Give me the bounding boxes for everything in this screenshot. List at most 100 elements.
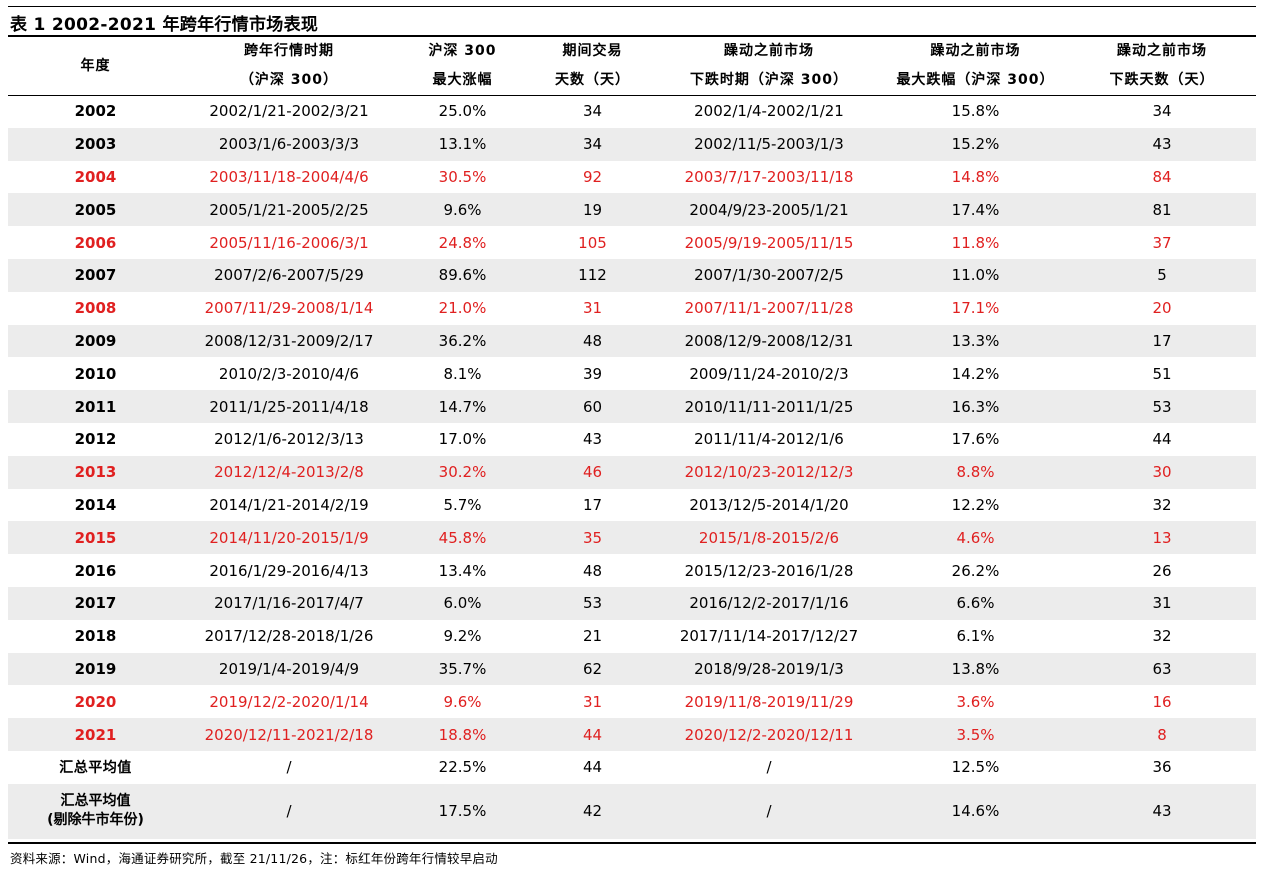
header-max-drop-line2: 最大跌幅（沪深 300）	[896, 72, 1055, 88]
cell-period: 2003/11/18-2004/4/6	[209, 167, 369, 186]
header-max-gain: 沪深 300 最大涨幅	[395, 37, 530, 95]
cell-drop-days: 51	[1152, 364, 1172, 383]
cell-period: 2011/1/25-2011/4/18	[183, 390, 395, 423]
table-row: 2021 2020/12/11-2021/2/18 18.8% 44 2020/…	[8, 718, 1256, 751]
cell-max-drop: 4.6%	[883, 521, 1068, 555]
cell-pre-drop-period: 2011/11/4-2012/1/6	[694, 430, 844, 449]
cell-pre-drop-period: 2017/11/14-2017/12/27	[679, 627, 859, 646]
cell-period: 2012/12/4-2013/2/8	[183, 455, 395, 489]
cell-max-gain: 30.5%	[438, 167, 487, 186]
header-year: 年度	[8, 37, 183, 95]
cell-pre-drop-period: 2007/1/30-2007/2/5	[655, 258, 883, 292]
cell-pre-drop-period: 2002/1/4-2002/1/21	[694, 102, 844, 121]
cell-drop-days: 36	[1152, 758, 1172, 777]
cell-drop-days: 44	[1152, 430, 1172, 449]
table-row: 2018 2017/12/28-2018/1/26 9.2% 21 2017/1…	[8, 620, 1256, 653]
cell-max-gain: 89.6%	[395, 258, 530, 292]
cell-max-drop: 26.2%	[951, 561, 1000, 580]
cell-trading-days: 105	[578, 233, 607, 252]
cell-drop-days: 63	[1068, 652, 1256, 686]
cell-period: 2014/11/20-2015/1/9	[183, 521, 395, 555]
cell-period: 2019/1/4-2019/4/9	[183, 652, 395, 686]
cell-max-drop: 13.3%	[883, 324, 1068, 358]
cell-year: 2019	[8, 652, 183, 686]
cell-period: 2003/1/6-2003/3/3	[183, 127, 395, 161]
cell-drop-days: 37	[1152, 233, 1172, 252]
cell-trading-days: 44	[530, 718, 655, 751]
cell-period: 2008/12/31-2009/2/17	[183, 324, 395, 358]
summary-label-line2: (剔除牛市年份)	[47, 812, 144, 829]
cell-year: 2005	[8, 193, 183, 227]
table-row: 2005 2005/1/21-2005/2/25 9.6% 19 2004/9/…	[8, 193, 1256, 227]
cell-period: 2005/11/16-2006/3/1	[209, 233, 369, 252]
cell-pre-drop-period: 2013/12/5-2014/1/20	[689, 495, 849, 514]
cell-max-gain: 18.8%	[395, 718, 530, 751]
header-max-drop: 躁动之前市场 最大跌幅（沪深 300）	[883, 37, 1068, 95]
top-border-line	[8, 6, 1256, 7]
header-trading-days: 期间交易天数（天）	[530, 37, 655, 95]
cell-trading-days: 39	[582, 364, 603, 383]
header-days-line2: 天数（天）	[555, 72, 630, 88]
cell-year: 2016	[74, 561, 117, 580]
cell-max-gain: 45.8%	[395, 521, 530, 555]
cell-drop-days: 5	[1068, 258, 1256, 292]
cell-pre-drop-period: 2002/11/5-2003/1/3	[655, 127, 883, 161]
cell-max-gain: 24.8%	[438, 233, 487, 252]
cell-trading-days: 48	[582, 561, 603, 580]
cell-trading-days: 31	[582, 692, 603, 711]
cell-drop-days: 34	[1152, 102, 1172, 121]
cell-max-drop: 12.2%	[951, 495, 1000, 514]
cell-pre-drop-period: 2015/12/23-2016/1/28	[684, 561, 854, 580]
table-row: 2019 2019/1/4-2019/4/9 35.7% 62 2018/9/2…	[8, 652, 1256, 686]
cell-max-gain: 9.6%	[443, 692, 482, 711]
cell-pre-drop-period: 2010/11/11-2011/1/25	[655, 390, 883, 423]
cell-year: 2004	[74, 167, 117, 186]
header-days-line1: 期间交易	[562, 43, 623, 59]
table-row: 2004 2003/11/18-2004/4/6 30.5% 92 2003/7…	[8, 161, 1256, 194]
cell-year: 2003	[8, 127, 183, 161]
header-drop-days-line2: 下跌天数（天）	[1109, 72, 1215, 88]
cell-drop-days: 53	[1068, 390, 1256, 423]
cell-max-gain: 21.0%	[438, 299, 487, 318]
cell-drop-days: 43	[1068, 127, 1256, 161]
cell-trading-days: 46	[530, 455, 655, 489]
cell-period: 2012/1/6-2012/3/13	[214, 430, 364, 449]
header-year-label: 年度	[80, 57, 111, 74]
cell-year: 2014	[74, 495, 117, 514]
table-row: 2009 2008/12/31-2009/2/17 36.2% 48 2008/…	[8, 324, 1256, 358]
cell-max-gain: 14.7%	[395, 390, 530, 423]
cell-max-gain: 35.7%	[395, 652, 530, 686]
table-row: 2007 2007/2/6-2007/5/29 89.6% 112 2007/1…	[8, 258, 1256, 292]
table-row: 2013 2012/12/4-2013/2/8 30.2% 46 2012/10…	[8, 455, 1256, 489]
cell-pre-drop-period: 2005/9/19-2005/11/15	[684, 233, 854, 252]
table-row: 2003 2003/1/6-2003/3/3 13.1% 34 2002/11/…	[8, 127, 1256, 161]
cell-period: /	[286, 758, 292, 777]
cell-trading-days: 92	[582, 167, 603, 186]
cell-year: 2021	[8, 718, 183, 751]
cell-pre-drop-period: 2012/10/23-2012/12/3	[655, 455, 883, 489]
cell-max-drop: 11.8%	[951, 233, 1000, 252]
header-pre-drop-period: 躁动之前市场 下跌时期（沪深 300）	[655, 37, 883, 95]
header-max-gain-line2: 最大涨幅	[432, 72, 493, 88]
cell-max-gain: 5.7%	[443, 495, 482, 514]
cell-period: 2010/2/3-2010/4/6	[218, 364, 360, 383]
cell-summary-label: 汇总平均值	[59, 760, 132, 777]
cell-trading-days: 21	[582, 627, 603, 646]
cell-year: 2010	[74, 364, 117, 383]
cell-trading-days: 34	[530, 127, 655, 161]
cell-trading-days: 35	[530, 521, 655, 555]
cell-drop-days: 32	[1152, 627, 1172, 646]
cell-trading-days: 48	[530, 324, 655, 358]
header-drop-days: 躁动之前市场 下跌天数（天）	[1068, 37, 1256, 95]
table-caption: 表 1 2002-2021 年跨年行情市场表现	[10, 15, 319, 35]
cell-max-gain: 13.1%	[395, 127, 530, 161]
cell-drop-days: 84	[1152, 167, 1172, 186]
cell-year: 2007	[8, 258, 183, 292]
cell-drop-days: 32	[1152, 495, 1172, 514]
cell-max-drop: 6.6%	[883, 586, 1068, 620]
header-row: 年度 跨年行情时期 （沪深 300） 沪深 300 最大涨幅 期间交易 天数（天） 躁…	[8, 37, 1256, 95]
cell-max-gain: 8.1%	[443, 364, 482, 383]
cell-year: 2015	[8, 521, 183, 555]
table-bottom-rule	[8, 842, 1256, 844]
cell-pre-drop-period: 2016/12/2-2017/1/16	[655, 586, 883, 620]
